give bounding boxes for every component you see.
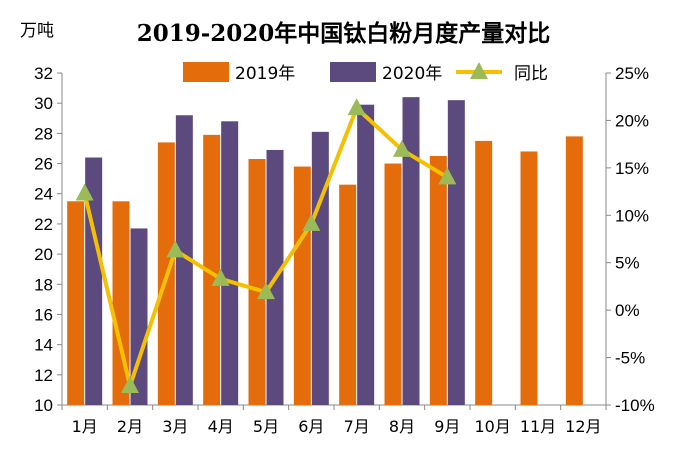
bar-2020年	[221, 121, 239, 406]
point-同比	[257, 282, 275, 300]
x-tick-label: 12月	[565, 417, 601, 436]
x-tick-label: 9月	[434, 417, 460, 436]
y-right-tick-label: -10%	[615, 396, 655, 415]
chart-axes	[57, 72, 611, 410]
x-tick-label: 6月	[298, 417, 324, 436]
legend-marker-同比	[470, 62, 488, 79]
legend-label: 同比	[514, 64, 548, 84]
point-同比	[75, 183, 94, 201]
bar-2019年	[339, 184, 357, 405]
y-left-tick-label: 30	[34, 94, 53, 113]
y-left-tick-label: 26	[34, 155, 53, 174]
x-tick-label: 11月	[520, 417, 556, 436]
bar-2019年	[475, 140, 493, 405]
y-right-tick-label: 25%	[615, 64, 649, 83]
legend-label: 2019年	[235, 64, 295, 84]
bar-2019年	[67, 201, 85, 405]
x-tick-label: 3月	[162, 417, 188, 436]
y-right-tick-label: 5%	[615, 254, 640, 273]
point-同比	[121, 376, 139, 394]
y-right-tick-label: 10%	[615, 206, 649, 225]
y-left-tick-label: 24	[34, 185, 53, 204]
y-left-tick-label: 18	[34, 275, 53, 294]
chart-title: 2019-2020年中国钛白粉月度产量对比	[136, 20, 551, 47]
legend: 2019年 2020年 同比	[183, 62, 548, 84]
bar-2019年	[520, 151, 538, 405]
bar-2020年	[402, 97, 420, 406]
bar-2020年	[130, 228, 148, 405]
bar-2019年	[429, 156, 447, 405]
x-tick-label: 7月	[344, 417, 370, 436]
y-right-tick-label: 15%	[615, 159, 649, 178]
y-left-tick-label: 28	[34, 124, 53, 143]
y-right-tick-label: -5%	[615, 349, 645, 368]
bar-2020年	[175, 115, 193, 405]
bar-2020年	[311, 131, 329, 405]
point-同比	[438, 167, 457, 185]
point-同比	[302, 213, 321, 231]
y-left-tick-label: 22	[34, 215, 53, 234]
bar-2020年	[447, 100, 465, 405]
bar-2019年	[248, 159, 266, 405]
point-同比	[393, 139, 411, 157]
legend-label: 2020年	[382, 64, 442, 84]
bar-2019年	[203, 134, 221, 405]
bars-layer	[67, 97, 583, 406]
x-tick-label: 1月	[72, 417, 98, 436]
y-left-tick-label: 10	[34, 396, 53, 415]
bar-2019年	[293, 166, 311, 405]
point-同比	[166, 240, 185, 258]
y-left-tick-label: 16	[34, 305, 53, 324]
y-left-tick-label: 14	[34, 336, 53, 355]
legend-swatch-2020年	[330, 62, 376, 82]
x-tick-label: 5月	[253, 417, 279, 436]
legend-swatch-2019年	[183, 62, 229, 82]
y-left-tick-label: 32	[34, 64, 53, 83]
y-left-tick-label: 12	[34, 366, 53, 385]
x-tick-label: 4月	[208, 417, 234, 436]
tick-labels: 10 12 14 16 18 20 22 24 26 28 30 32 -10% -5% 0% 5% 10% 15…	[34, 64, 655, 436]
line-layer	[75, 98, 457, 394]
point-同比	[211, 268, 230, 286]
bar-2019年	[112, 201, 130, 405]
point-同比	[347, 98, 366, 116]
x-tick-label: 2月	[117, 417, 143, 436]
x-tick-label: 10月	[474, 417, 510, 436]
y-right-tick-label: 20%	[615, 111, 649, 130]
bar-2020年	[357, 104, 375, 405]
bar-2019年	[565, 136, 583, 405]
bar-2019年	[384, 163, 402, 405]
x-tick-label: 8月	[389, 417, 415, 436]
y-axis-unit-label: 万吨	[20, 21, 54, 41]
y-left-tick-label: 20	[34, 245, 53, 264]
y-right-tick-label: 0%	[615, 301, 640, 320]
